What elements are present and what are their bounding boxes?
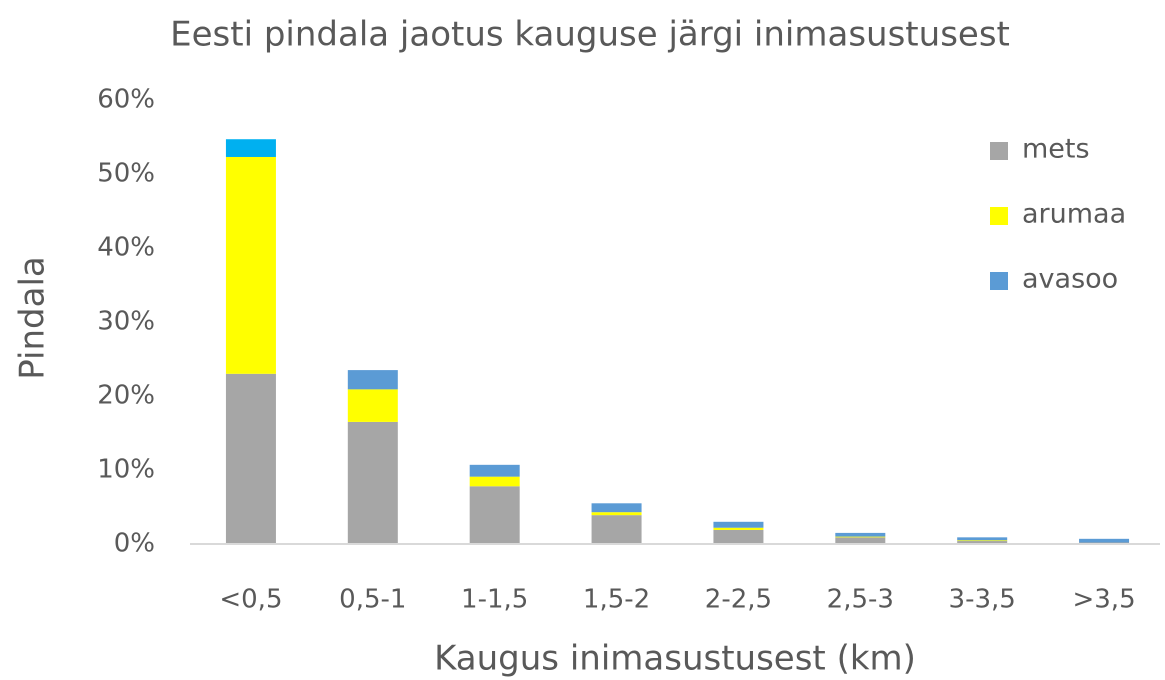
- legend-swatch: [990, 272, 1008, 290]
- y-tick-label: 40%: [97, 233, 155, 263]
- bar-segment: [713, 521, 764, 528]
- x-tick-label: >3,5: [1072, 585, 1135, 615]
- y-tick-label: 0%: [114, 529, 155, 559]
- bar-segment: [469, 464, 520, 477]
- y-tick-label: 50%: [97, 159, 155, 189]
- bar-segment: [835, 537, 886, 544]
- legend-swatch: [990, 207, 1008, 225]
- x-tick-label: 2-2,5: [705, 585, 772, 615]
- bar-segment: [835, 536, 886, 538]
- legend-label: avasoo: [1022, 264, 1118, 295]
- bar-segment: [591, 503, 642, 513]
- x-tick-label: 1-1,5: [461, 585, 528, 615]
- bar-segment: [225, 139, 276, 157]
- y-tick-label: 30%: [97, 307, 155, 337]
- bar-segment: [347, 370, 398, 390]
- bar-segment: [469, 476, 520, 487]
- bar-segment: [957, 541, 1008, 544]
- x-tick-label: 1,5-2: [583, 585, 650, 615]
- x-tick-label: 0,5-1: [339, 585, 406, 615]
- bar-segment: [957, 540, 1008, 542]
- bar-segment: [469, 486, 520, 544]
- x-tick-label: 2,5-3: [827, 585, 894, 615]
- bar-segment: [347, 421, 398, 544]
- x-tick-label: <0,5: [219, 585, 282, 615]
- bar-segment: [957, 537, 1008, 541]
- chart-title: Eesti pindala jaotus kauguse järgi inima…: [170, 15, 1010, 55]
- bar-segment: [591, 512, 642, 516]
- y-axis-title: Pindala: [13, 256, 53, 379]
- y-tick-label: 60%: [97, 85, 155, 115]
- bar-segment: [591, 515, 642, 544]
- legend-label: mets: [1022, 134, 1090, 165]
- y-tick-label: 10%: [97, 455, 155, 485]
- bar-segment: [835, 532, 886, 537]
- legend-label: arumaa: [1022, 199, 1126, 230]
- bar-segment: [713, 527, 764, 530]
- x-tick-label: 3-3,5: [949, 585, 1016, 615]
- x-axis-title: Kaugus inimasustusest (km): [434, 639, 916, 679]
- bar-segment: [713, 529, 764, 544]
- bar-segment: [347, 389, 398, 422]
- legend-swatch: [990, 142, 1008, 160]
- bar-segment: [1079, 538, 1130, 543]
- y-tick-label: 20%: [97, 381, 155, 411]
- bar-segment: [225, 156, 276, 374]
- bar-segment: [225, 373, 276, 544]
